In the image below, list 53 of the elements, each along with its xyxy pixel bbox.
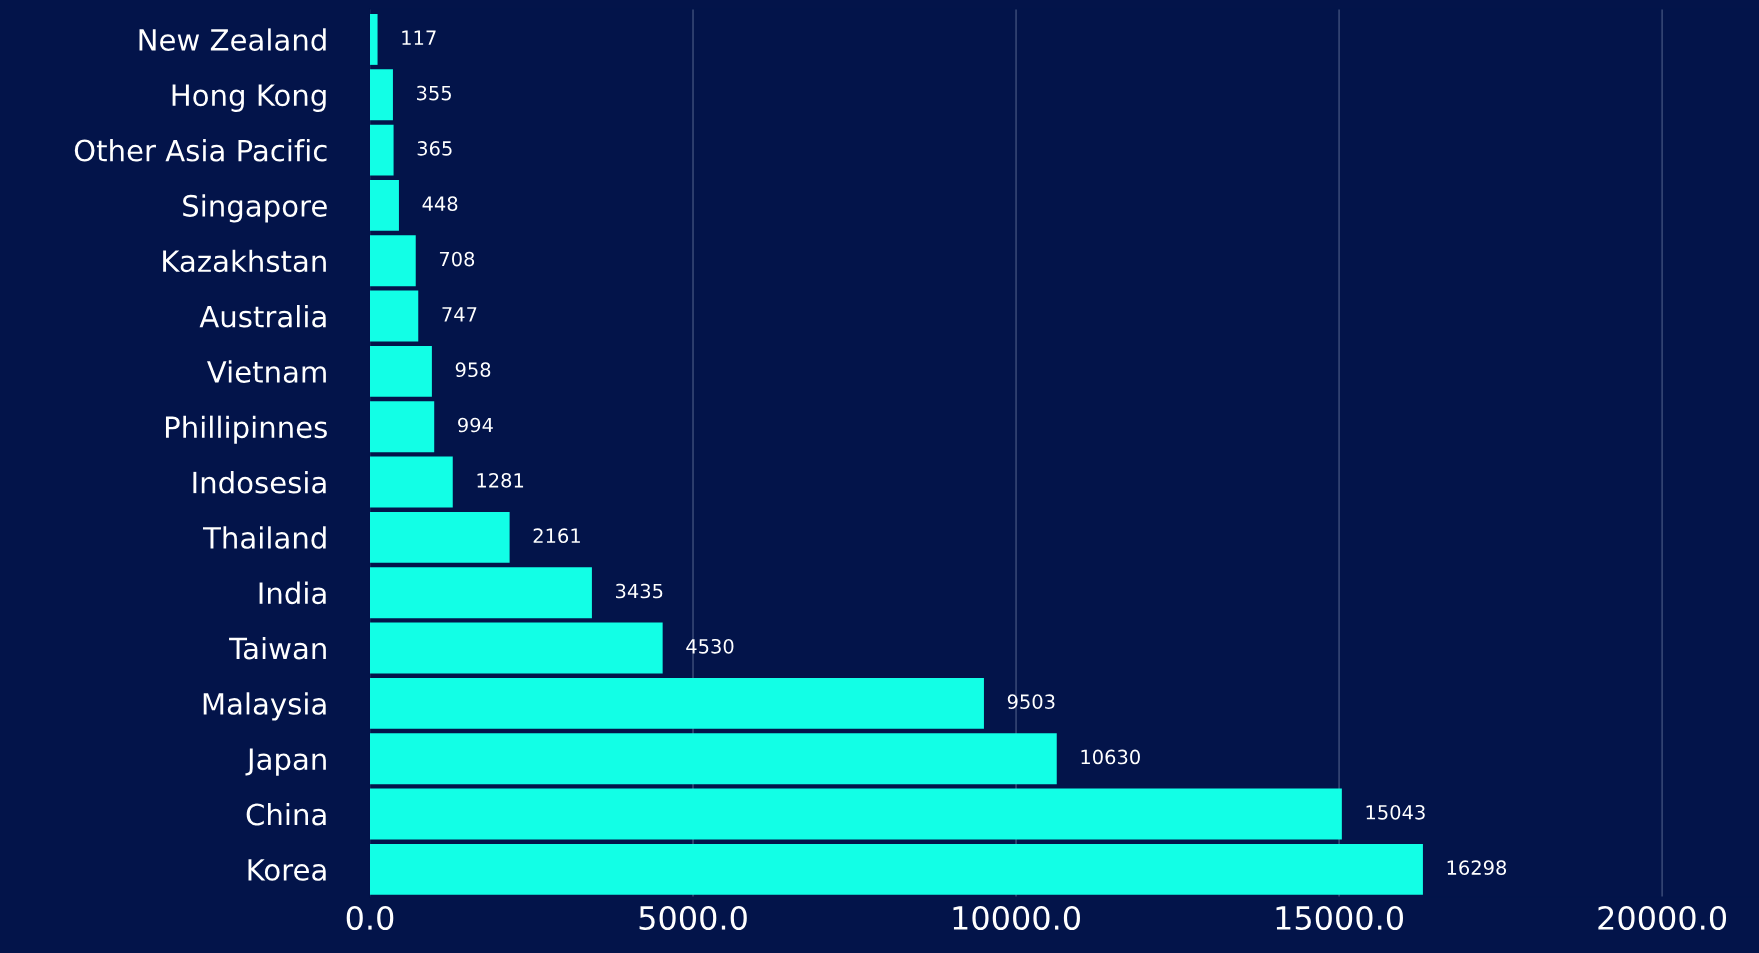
y-tick-label: Korea [248,859,326,881]
bar [370,13,378,65]
bar [370,235,416,287]
data-label: 958 [455,362,491,378]
bar [370,677,984,729]
data-label: 10630 [1081,749,1140,765]
y-tick-label: Kazakhstan [163,249,326,273]
data-label: 3435 [616,583,663,599]
bar [370,843,1423,895]
x-tick-label: 15000.0 [1276,905,1403,931]
data-label: 448 [422,196,458,212]
data-label: 4530 [686,638,734,654]
y-tick-label: Other Asia Pacific [74,139,327,162]
bar [370,567,592,619]
data-label: 365 [417,141,452,156]
bar [370,511,510,563]
y-tick-label: Singapore [183,194,327,223]
y-tick-label: China [246,802,326,826]
x-tick-label: 0.0 [346,905,394,931]
y-tick-label: Hong Kong [172,84,326,112]
y-tick-label: Malaysia [203,692,326,721]
bar [370,622,663,674]
y-tick-label: Phillipinnes [165,415,327,444]
data-label: 1281 [477,472,524,488]
data-label: 747 [442,307,477,322]
data-label: 994 [458,417,493,433]
bar [370,733,1057,785]
y-tick-label: Japan [245,748,326,776]
bar [370,124,394,176]
data-label: 117 [402,30,436,45]
y-tick-label: India [259,581,326,605]
y-tick-label: Vietnam [207,360,326,383]
bar [370,345,432,397]
bar [370,290,419,342]
y-tick-label: Thailand [202,526,326,549]
data-label: 355 [417,85,451,101]
bar [370,69,393,121]
bar [370,179,399,231]
bar [370,456,453,508]
y-tick-label: Taiwan [229,636,326,660]
data-label: 9503 [1007,694,1055,709]
x-tick-label: 10000.0 [953,905,1080,931]
data-label: 15043 [1366,804,1425,820]
y-tick-label: Australia [199,304,326,328]
bar [370,788,1342,840]
bar [370,401,435,453]
data-label: 16298 [1447,860,1507,875]
data-label: 2161 [533,528,580,544]
y-tick-label: New Zealand [139,28,326,51]
x-tick-label: 20000.0 [1598,905,1727,931]
y-tick-label: Indosesia [193,470,326,494]
data-label: 708 [439,251,475,267]
x-tick-label: 5000.0 [639,905,747,931]
